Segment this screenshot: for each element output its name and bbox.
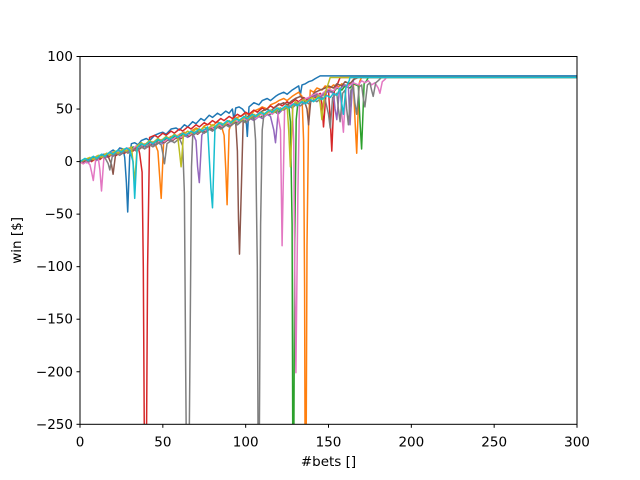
x-tick-label: 250 <box>481 435 507 451</box>
series-line-blue <box>80 75 577 213</box>
series-line-red <box>80 76 577 425</box>
y-tick-label: −200 <box>36 364 73 380</box>
series-line-green <box>80 76 577 425</box>
y-tick-label: −250 <box>36 417 73 433</box>
series-line-pink <box>80 76 577 374</box>
y-tick-label: −150 <box>36 312 73 328</box>
y-tick-label: −50 <box>45 207 74 223</box>
x-tick-label: 50 <box>154 435 171 451</box>
x-tick-label: 200 <box>398 435 424 451</box>
series-line-gray <box>80 76 577 425</box>
y-tick-label: 100 <box>47 49 73 65</box>
series-line-cyan <box>80 76 577 209</box>
series-line-orange <box>80 76 577 425</box>
y-tick-label: 50 <box>56 102 73 118</box>
y-tick-label: 0 <box>64 154 73 170</box>
series-line-brown <box>80 76 577 255</box>
y-axis-title: win [$] <box>9 217 25 264</box>
x-tick-label: 100 <box>233 435 259 451</box>
y-tick-label: −100 <box>36 259 73 275</box>
x-tick-label: 0 <box>76 435 85 451</box>
x-tick-label: 300 <box>564 435 590 451</box>
x-axis-title: #bets [] <box>301 454 356 470</box>
series-group <box>80 75 577 425</box>
x-tick-label: 150 <box>316 435 342 451</box>
